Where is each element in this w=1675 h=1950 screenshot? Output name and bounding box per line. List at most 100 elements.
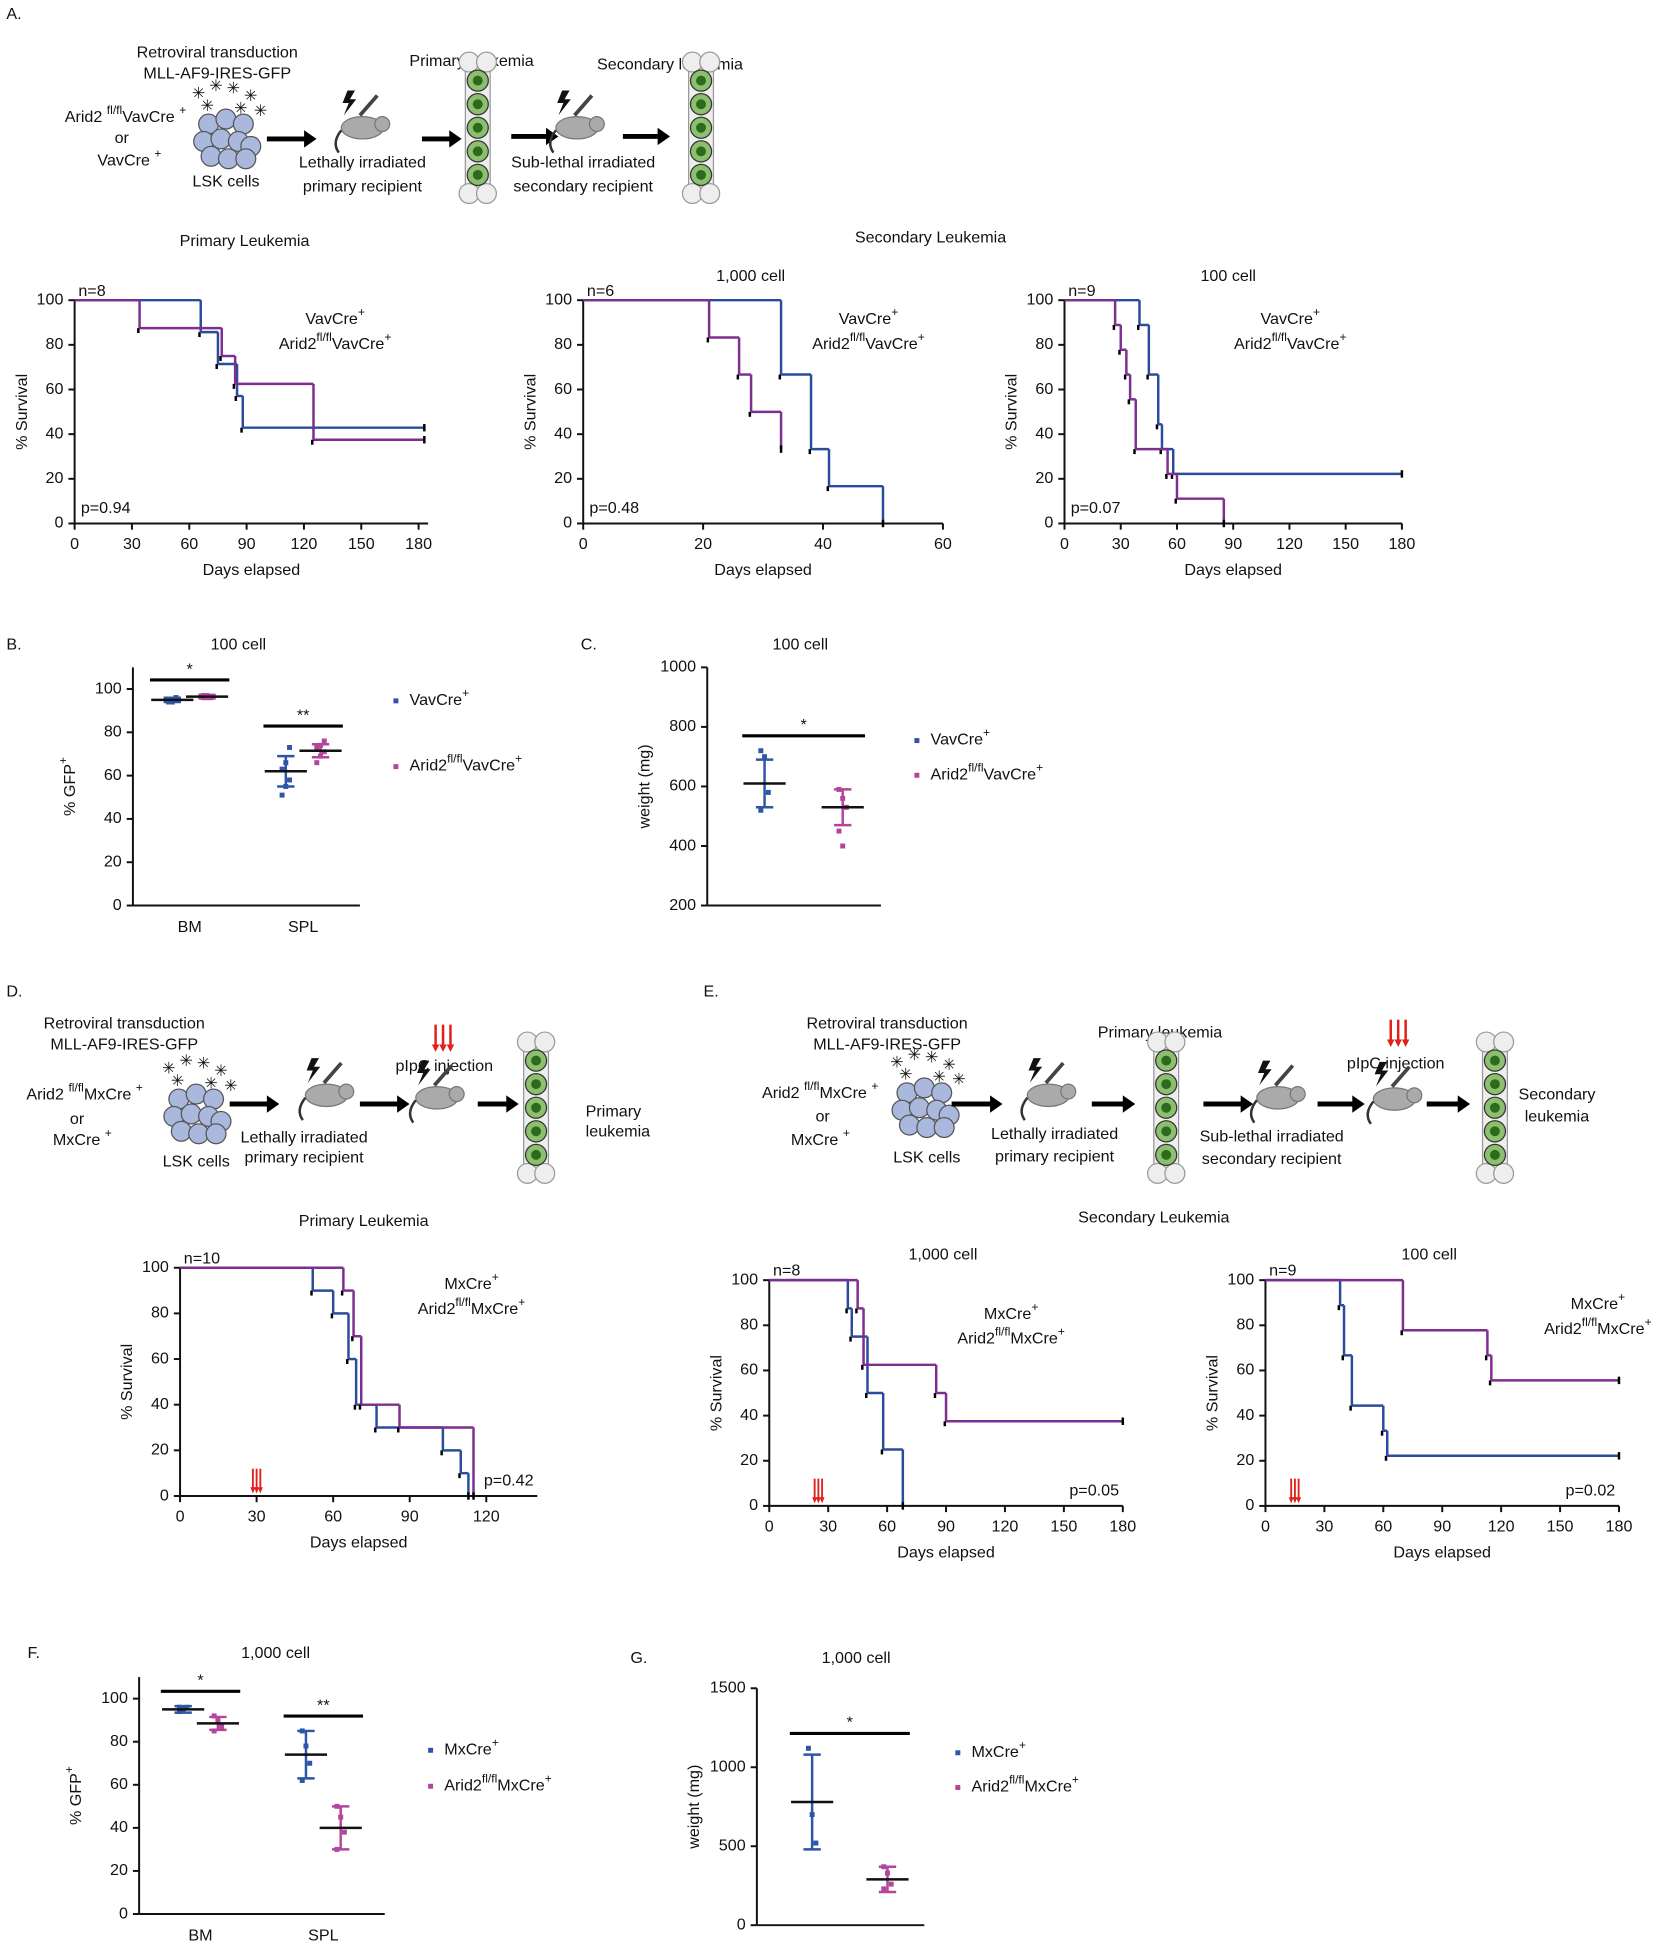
leukemia-nucleus (472, 75, 483, 86)
y-tick-label: 1000 (660, 658, 696, 676)
chart-title: 100 cell (773, 635, 829, 653)
data-point (805, 1745, 811, 1751)
panel-label: C. (581, 635, 597, 653)
y-tick-label: 60 (104, 766, 122, 784)
injection-arrow-head (1387, 1039, 1395, 1047)
y-tick-label: 80 (151, 1304, 169, 1322)
y-tick-label: 80 (46, 335, 64, 353)
lightning (557, 90, 571, 116)
y-tick-label: 60 (1035, 380, 1053, 398)
legend-marker (428, 1747, 434, 1753)
gfp-star: ✳ (942, 1056, 956, 1074)
data-point (813, 1840, 819, 1846)
flow-arrow-head (657, 127, 671, 146)
text-part: LSK cells (893, 1149, 960, 1167)
diagram-text: Arid2 fl/flMxCre + (762, 1079, 878, 1102)
text-part: fl/fl (850, 330, 865, 344)
data-point (840, 843, 846, 849)
p-label: p=0.94 (81, 499, 131, 517)
diagram-text: MxCre + (791, 1126, 850, 1149)
text-part: fl/fl (447, 752, 462, 766)
gfp-star: ✳ (899, 1066, 912, 1084)
syringe (322, 1061, 343, 1085)
text-part: + (1031, 1300, 1038, 1314)
text-part: + (1036, 760, 1043, 774)
text-part: Arid2 (762, 1084, 804, 1102)
lsk-cell (205, 1123, 227, 1145)
legend-marker (393, 764, 399, 770)
x-axis-label: Days elapsed (310, 1533, 408, 1551)
lightning (1374, 1061, 1389, 1087)
gfp-star: ✳ (224, 1077, 237, 1095)
y-tick-label: 100 (37, 290, 64, 308)
x-tick-label: BM (178, 918, 202, 936)
data-point (321, 738, 327, 744)
legend-marker (428, 1783, 434, 1789)
significance-label: * (197, 1672, 204, 1690)
legend-entry: MxCre+ (444, 1270, 498, 1293)
data-point (287, 777, 293, 783)
leukemia-nucleus (531, 1055, 542, 1066)
x-axis-label: Days elapsed (714, 561, 812, 579)
injection-arrow-head (439, 1044, 447, 1052)
text-part: Sub-lethal irradiated (1200, 1128, 1344, 1146)
text-part: VavCre (1260, 310, 1313, 328)
x-tick-label: 0 (70, 535, 79, 553)
text-part: VavCre (865, 335, 918, 353)
y-tick-label: 0 (1044, 514, 1053, 532)
diagram-text: Lethally irradiated (241, 1129, 368, 1147)
leukemia-nucleus (1161, 1102, 1172, 1113)
legend-marker (955, 1785, 961, 1790)
flow-arrow-head (506, 1095, 519, 1113)
injection-arrow-head (446, 1044, 455, 1052)
y-axis-label: weight (mg) (685, 1765, 703, 1850)
injection-arrow-head (1394, 1039, 1402, 1047)
chart-title: 1,000 cell (716, 267, 785, 285)
y-tick-label: 0 (1245, 1496, 1254, 1514)
x-tick-label: 30 (1315, 1517, 1333, 1535)
p-label: p=0.07 (1071, 499, 1121, 517)
legend-marker (914, 772, 920, 778)
text-part: primary recipient (995, 1148, 1115, 1166)
y-tick-label: 60 (740, 1361, 758, 1379)
legend-entry: MxCre+ (984, 1300, 1038, 1323)
text-part: MxCre (819, 1084, 871, 1102)
flow-arrow-head (990, 1095, 1003, 1113)
legend-entry: MxCre+ (971, 1738, 1025, 1761)
y-tick-label: 200 (669, 896, 696, 914)
injection-marker-head (257, 1487, 263, 1494)
y-tick-label: 1000 (710, 1758, 746, 1776)
text-part: Sub-lethal irradiated (511, 154, 655, 172)
text-part: pIpC injection (1347, 1055, 1445, 1073)
text-part: MxCre (471, 1300, 518, 1318)
gfp-star: ✳ (180, 1052, 194, 1070)
text-part: % GFP (61, 764, 79, 816)
y-tick-label: 80 (1236, 1316, 1254, 1334)
y-tick-label: 100 (731, 1270, 758, 1288)
x-tick-label: SPL (308, 1927, 338, 1945)
x-tick-label: 60 (1374, 1517, 1392, 1535)
text-part: MLL-AF9-IRES-GFP (143, 65, 291, 83)
lsk-cell (215, 108, 237, 130)
text-part: Arid2 (444, 1777, 482, 1795)
y-tick-label: 0 (737, 1915, 746, 1933)
y-tick-label: 20 (740, 1451, 758, 1469)
text-part: LSK cells (192, 173, 259, 191)
leukemia-nucleus (1489, 1149, 1500, 1160)
text-part: Arid2 (26, 1086, 68, 1104)
y-tick-label: 0 (160, 1486, 169, 1504)
text-part: + (462, 686, 469, 700)
text-part: MxCre (1010, 1330, 1057, 1348)
data-point (881, 1886, 887, 1892)
text-part: fl/fl (107, 103, 122, 117)
text-part: Secondary leukemia (597, 56, 743, 74)
y-tick-label: 80 (110, 1732, 128, 1750)
chart-title: 100 cell (1401, 1246, 1457, 1264)
diagram-text: Lethally irradiated (991, 1125, 1118, 1143)
y-tick-label: 40 (1236, 1406, 1254, 1424)
diagram-text: Secondary (1518, 1086, 1596, 1104)
panel-label: A. (6, 5, 21, 23)
panel-label: E. (704, 983, 719, 1001)
n-label: n=9 (1269, 1262, 1296, 1280)
x-tick-label: 90 (1224, 535, 1242, 553)
